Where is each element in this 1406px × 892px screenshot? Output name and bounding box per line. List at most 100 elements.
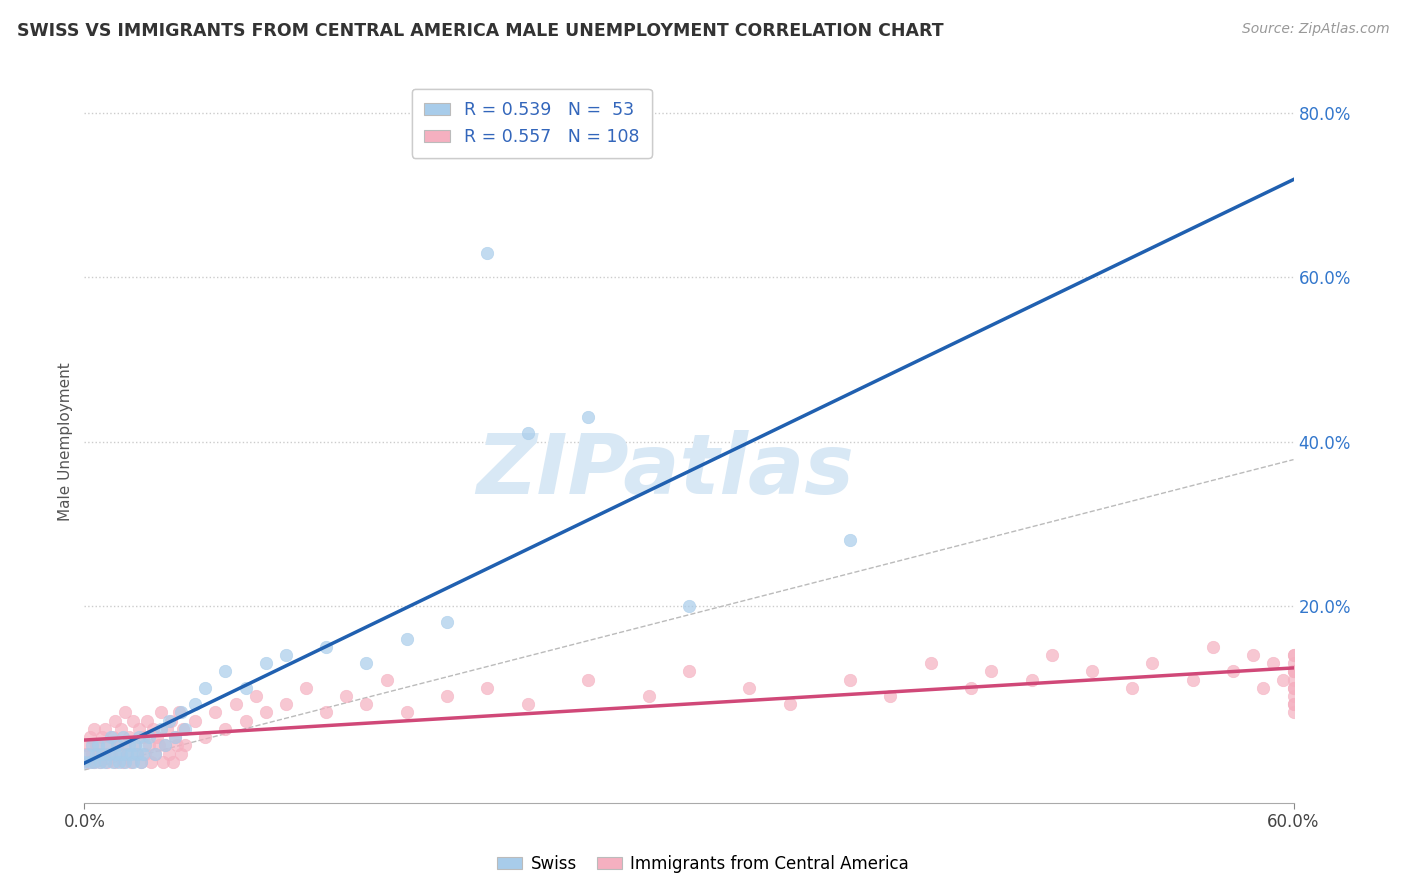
Point — [73, 747, 96, 761]
Point — [138, 739, 160, 753]
Point — [1222, 665, 1244, 679]
Point — [1081, 665, 1104, 679]
Point — [160, 714, 183, 728]
Text: Source: ZipAtlas.com: Source: ZipAtlas.com — [1241, 22, 1389, 37]
Point — [91, 730, 114, 744]
Point — [73, 755, 96, 769]
Text: SWISS VS IMMIGRANTS FROM CENTRAL AMERICA MALE UNEMPLOYMENT CORRELATION CHART: SWISS VS IMMIGRANTS FROM CENTRAL AMERICA… — [17, 22, 943, 40]
Point — [139, 755, 162, 769]
Point — [128, 730, 150, 744]
Point — [356, 698, 378, 712]
Point — [235, 714, 257, 728]
Point — [1282, 648, 1305, 662]
Point — [170, 747, 193, 761]
Point — [1263, 657, 1285, 671]
Point — [149, 722, 172, 736]
Text: ZIPatlas: ZIPatlas — [475, 430, 853, 511]
Legend: Swiss, Immigrants from Central America: Swiss, Immigrants from Central America — [491, 848, 915, 880]
Point — [1282, 657, 1305, 671]
Point — [91, 747, 114, 761]
Point — [274, 648, 297, 662]
Point — [356, 657, 378, 671]
Point — [105, 739, 128, 753]
Point — [132, 747, 155, 761]
Point — [132, 730, 155, 744]
Point — [254, 706, 277, 720]
Point — [75, 739, 97, 753]
Point — [114, 706, 136, 720]
Point — [148, 739, 170, 753]
Point — [1021, 673, 1043, 687]
Point — [124, 739, 146, 753]
Point — [980, 665, 1002, 679]
Point — [1272, 673, 1295, 687]
Point — [120, 755, 142, 769]
Point — [104, 755, 127, 769]
Point — [436, 615, 458, 630]
Point — [1181, 673, 1204, 687]
Point — [121, 714, 143, 728]
Point — [214, 722, 236, 736]
Point — [89, 755, 111, 769]
Point — [101, 755, 124, 769]
Point — [87, 739, 110, 753]
Point — [779, 698, 801, 712]
Point — [129, 755, 152, 769]
Point — [83, 755, 105, 769]
Point — [738, 681, 761, 695]
Point — [153, 739, 176, 753]
Point — [170, 706, 193, 720]
Point — [576, 673, 599, 687]
Point — [156, 722, 179, 736]
Point — [678, 665, 700, 679]
Point — [114, 755, 136, 769]
Point — [1142, 657, 1164, 671]
Point — [165, 730, 187, 744]
Point — [125, 747, 148, 761]
Point — [516, 698, 538, 712]
Point — [235, 681, 257, 695]
Point — [125, 747, 148, 761]
Point — [839, 673, 862, 687]
Point — [93, 755, 115, 769]
Point — [83, 722, 105, 736]
Point — [134, 739, 156, 753]
Point — [1282, 681, 1305, 695]
Point — [146, 730, 169, 744]
Point — [104, 714, 127, 728]
Point — [142, 722, 165, 736]
Point — [110, 747, 132, 761]
Point — [153, 739, 176, 753]
Point — [516, 426, 538, 441]
Point — [97, 739, 120, 753]
Point — [143, 747, 166, 761]
Point — [86, 747, 108, 761]
Point — [86, 739, 108, 753]
Point — [107, 747, 129, 761]
Point — [82, 747, 104, 761]
Point — [194, 730, 217, 744]
Point — [920, 657, 942, 671]
Point — [124, 739, 146, 753]
Legend: R = 0.539   N =  53, R = 0.557   N = 108: R = 0.539 N = 53, R = 0.557 N = 108 — [412, 89, 651, 158]
Point — [157, 747, 180, 761]
Point — [375, 673, 398, 687]
Point — [172, 722, 194, 736]
Point — [152, 755, 174, 769]
Point — [107, 755, 129, 769]
Point — [162, 755, 184, 769]
Point — [96, 755, 118, 769]
Point — [1282, 673, 1305, 687]
Point — [111, 755, 134, 769]
Point — [82, 739, 104, 753]
Point — [77, 755, 100, 769]
Point — [1282, 689, 1305, 703]
Point — [129, 755, 152, 769]
Point — [395, 632, 418, 646]
Point — [295, 681, 318, 695]
Point — [1121, 681, 1143, 695]
Point — [1282, 698, 1305, 712]
Point — [315, 640, 337, 654]
Point — [274, 698, 297, 712]
Point — [115, 747, 138, 761]
